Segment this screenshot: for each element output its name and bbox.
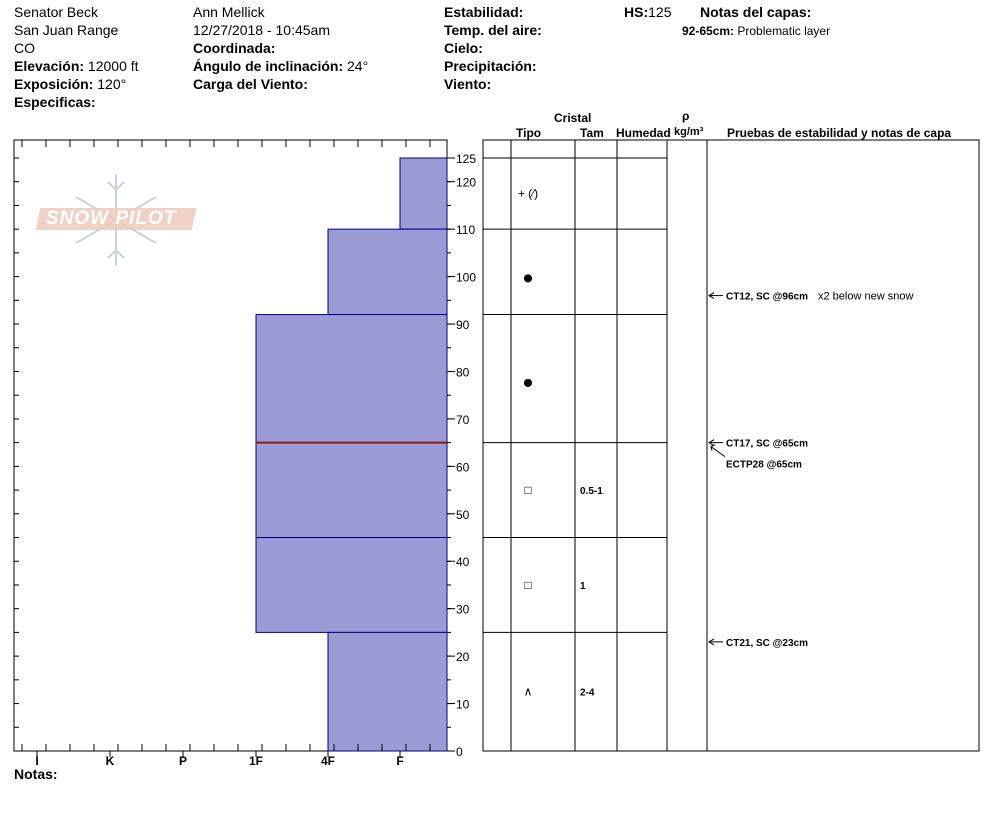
hardness-label-1F: 1F [249,754,263,768]
crystal-type-glyph: □ [524,483,531,497]
stability-test-label: ECTP28 @65cm [726,460,802,471]
layer-bar [327,631,448,752]
depth-label: 60 [456,460,470,474]
slope-value: 24° [347,58,369,74]
tests-header: Pruebas de estabilidad y notas de capa [727,126,952,140]
crystal-type-glyph: ∧ [524,685,533,699]
depth-label: 50 [456,508,470,522]
layer-note-text: Problematic layer [737,24,831,38]
crystal-type-glyph: □ [524,578,531,592]
stability-test-note: x2 below new snow [818,291,913,303]
notes-label: Notas: [14,766,58,782]
observer: Ann Mellick [193,4,265,20]
crystal-header: Cristal [554,111,592,125]
crystal-type-glyph: ⬤ [524,378,533,387]
layer-bar [255,537,448,633]
slope-label: Ángulo de inclinación: [193,58,344,74]
hs-label: HS: [624,4,649,20]
size-header: Tam [580,126,604,140]
logo-text: SNOW PILOT [46,208,177,229]
depth-label: 30 [456,603,470,617]
hardness-label-K: K [106,754,115,768]
test-arrowhead [708,292,715,300]
stability-label: Estabilidad: [444,4,524,20]
rho-header: ρ [682,109,690,123]
depth-label: 120 [456,176,476,190]
layer-note-range: 92-65cm: [682,24,735,38]
sky-label: Cielo: [444,40,483,56]
layer-bar [327,228,448,316]
snowpilot-logo: SNOW PILOT [35,170,197,270]
location: Senator Beck [14,4,99,20]
depth-label: 110 [456,223,475,237]
test-arrowhead [708,439,715,447]
range: San Juan Range [14,22,119,38]
hardness-label-4F: 4F [321,754,335,768]
crystal-size: 2-4 [580,688,595,699]
crystal-size: 1 [580,581,586,592]
wind-loading-label: Carga del Viento: [193,76,308,92]
stability-test-label: CT17, SC @65cm [726,439,808,450]
stability-test-label: CT21, SC @23cm [726,638,808,649]
hardness-label-I: I [35,754,38,768]
type-header: Tipo [516,126,542,140]
state: CO [14,40,35,56]
layer-bar [255,314,448,444]
depth-label: 0 [456,745,463,759]
wind-label: Viento: [444,76,492,92]
specifics-label: Especificas: [14,94,96,110]
humidity-header: Humedad [616,126,671,140]
air-temp-label: Temp. del aire: [444,22,542,38]
depth-label: 10 [456,698,470,712]
layer-notes-label: Notas del capas: [700,4,812,20]
depth-label: 80 [456,365,470,379]
stability-test-label: CT12, SC @96cm [726,292,808,303]
elevation-label: Elevación: [14,58,85,74]
test-arrowhead [708,638,715,646]
hs-value: 125 [648,4,672,20]
layer-table-frame [482,139,980,752]
test-arrowhead [710,444,716,451]
depth-label: 90 [456,318,470,332]
hardness-label-P: P [179,754,187,768]
crystal-size: 0.5-1 [580,486,603,497]
elevation-value: 12000 ft [87,58,139,74]
depth-label: 20 [456,650,470,664]
aspect-value: 120° [97,76,127,92]
depth-label: 70 [456,413,470,427]
aspect-label: Exposición: [14,76,94,92]
depth-label: 125 [456,152,476,166]
test-arrow [710,446,726,458]
depth-label: 100 [456,271,476,285]
datetime: 12/27/2018 - 10:45am [193,22,330,38]
hardness-label-F: F [396,754,403,768]
depth-label: 40 [456,555,470,569]
density-unit-header: kg/m³ [674,126,704,138]
crystal-type-glyph: ⬤ [524,274,533,283]
layer-bar [399,157,448,230]
precip-label: Precipitación: [444,58,537,74]
coord-label: Coordinada: [193,40,276,56]
crystal-type-glyph: + (⁄) [518,187,538,201]
layer-bar [255,442,448,539]
